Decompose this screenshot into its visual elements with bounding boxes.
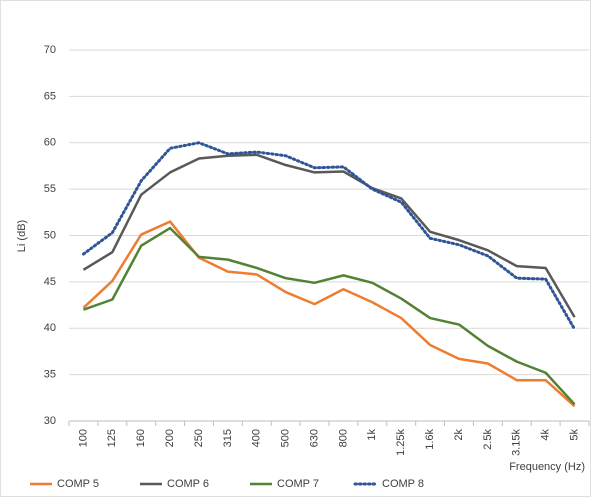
x-tick-label: 200 bbox=[164, 429, 176, 447]
y-axis-label: Li (dB) bbox=[16, 220, 28, 252]
x-tick-label: 4k bbox=[540, 429, 552, 441]
x-tick-label: 1.6k bbox=[424, 429, 436, 450]
y-tick-label: 60 bbox=[44, 137, 56, 149]
x-tick-label: 630 bbox=[308, 429, 320, 447]
x-tick-label: 100 bbox=[77, 429, 89, 447]
y-tick-label: 40 bbox=[44, 322, 56, 334]
x-tick-label: 2k bbox=[453, 429, 465, 441]
x-tick-label: 1k bbox=[366, 429, 378, 441]
x-tick-label: 3.15k bbox=[511, 429, 523, 456]
y-tick-label: 65 bbox=[44, 90, 56, 102]
legend-label: COMP 5 bbox=[57, 478, 99, 490]
x-tick-label: 250 bbox=[193, 429, 205, 447]
line-series bbox=[82, 220, 576, 408]
x-tick-label: 500 bbox=[280, 429, 292, 447]
line-series bbox=[81, 141, 577, 331]
line-series bbox=[83, 226, 576, 406]
legend-label: COMP 7 bbox=[277, 478, 319, 490]
x-tick-label: 800 bbox=[337, 429, 349, 447]
x-tick-label: 160 bbox=[135, 429, 147, 447]
y-tick-label: 35 bbox=[44, 369, 56, 381]
y-tick-label: 45 bbox=[44, 276, 56, 288]
x-tick-label: 2.5k bbox=[482, 429, 494, 450]
legend-label: COMP 6 bbox=[167, 478, 209, 490]
y-tick-label: 30 bbox=[44, 415, 56, 427]
y-tick-label: 50 bbox=[44, 229, 56, 241]
legend-label: COMP 8 bbox=[382, 478, 424, 490]
x-tick-label: 400 bbox=[251, 429, 263, 447]
line-series bbox=[82, 153, 576, 318]
x-tick-label: 5k bbox=[568, 429, 580, 441]
x-axis-label: Frequency (Hz) bbox=[509, 461, 585, 473]
y-tick-label: 55 bbox=[44, 183, 56, 195]
x-tick-label: 315 bbox=[222, 429, 234, 447]
x-tick-label: 1.25k bbox=[395, 429, 407, 456]
x-tick-label: 125 bbox=[106, 429, 118, 447]
y-tick-label: 70 bbox=[44, 44, 56, 56]
